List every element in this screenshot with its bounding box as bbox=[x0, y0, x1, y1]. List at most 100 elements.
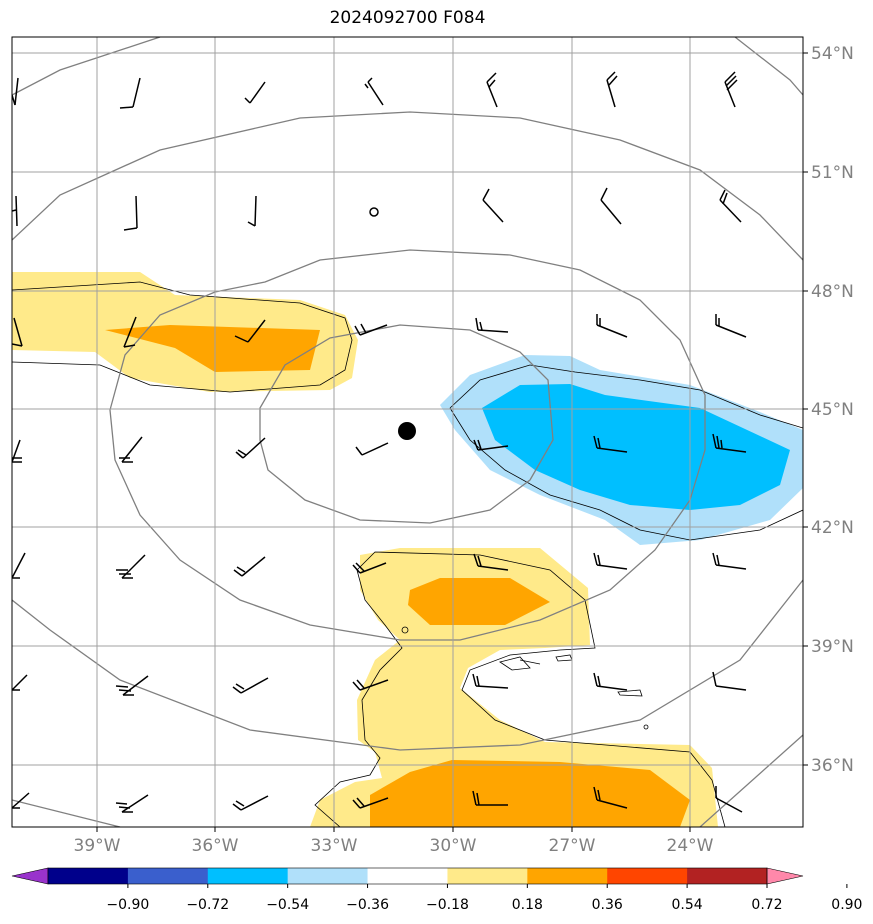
colorbar-tick-label: −0.54 bbox=[266, 897, 309, 913]
colorbar-tick-label: 0.36 bbox=[592, 897, 623, 913]
colorbar-segment bbox=[207, 868, 289, 884]
positive-shade-strong-lower bbox=[370, 760, 690, 827]
colorbar-extend-high bbox=[766, 867, 804, 885]
wind-barb bbox=[600, 187, 622, 225]
lon-label: 27°W bbox=[549, 836, 596, 856]
wind-barb bbox=[12, 439, 22, 463]
wind-barb bbox=[234, 319, 266, 343]
colorbar-segment bbox=[287, 868, 369, 884]
wind-barb bbox=[235, 437, 266, 459]
map-plot-area bbox=[12, 37, 803, 827]
wind-barb bbox=[712, 552, 747, 570]
wind-barb bbox=[232, 677, 269, 694]
lat-label: 36°N bbox=[811, 756, 854, 776]
positive-shade-strong-upper bbox=[105, 325, 320, 372]
wind-barb bbox=[472, 790, 508, 806]
wind-barb bbox=[593, 786, 628, 809]
colorbar-tick-label: −0.18 bbox=[426, 897, 469, 913]
colorbar-tick-labels: −0.90 −0.72 −0.54 −0.36 −0.18 0.18 0.36 0.54 0.7… bbox=[106, 884, 862, 913]
wind-barb bbox=[233, 556, 266, 577]
storm-center-marker bbox=[398, 422, 416, 440]
map-title: 2024092700 F084 bbox=[329, 8, 486, 28]
wind-barb bbox=[712, 671, 747, 691]
wind-barb bbox=[486, 72, 498, 108]
wind-barb bbox=[719, 189, 742, 223]
colorbar-segment bbox=[48, 868, 129, 884]
lon-label: 36°W bbox=[192, 836, 239, 856]
wind-barb bbox=[482, 188, 504, 223]
wind-barb bbox=[715, 786, 743, 813]
wind-barb bbox=[115, 794, 149, 813]
wind-barb bbox=[247, 195, 257, 227]
wind-barb bbox=[715, 314, 747, 338]
wind-barb bbox=[123, 195, 138, 231]
wind-barb bbox=[355, 442, 389, 456]
wind-barb bbox=[724, 71, 738, 108]
map-frame bbox=[11, 36, 804, 828]
wind-barb bbox=[232, 795, 269, 811]
colorbar-tick-label: −0.36 bbox=[346, 897, 389, 913]
lat-label: 48°N bbox=[811, 282, 854, 302]
positive-shade-strong-mid bbox=[408, 578, 550, 625]
wind-barb bbox=[593, 552, 628, 570]
wind-barb bbox=[354, 323, 388, 336]
wind-barb bbox=[712, 433, 747, 453]
colorbar-tick-label: 0.72 bbox=[751, 897, 782, 913]
wind-barbs bbox=[12, 71, 747, 813]
wind-barb bbox=[119, 436, 143, 463]
wind-barb bbox=[593, 435, 628, 453]
wind-barb bbox=[12, 674, 28, 691]
colorbar-segment bbox=[687, 868, 768, 884]
latitude-labels: 54°N 51°N 48°N 45°N 42°N 39°N 36°N bbox=[803, 44, 854, 776]
wind-barb bbox=[12, 792, 30, 809]
lon-label: 33°W bbox=[311, 836, 358, 856]
wind-barb bbox=[12, 317, 23, 347]
colorbar-segments bbox=[48, 868, 768, 884]
longitude-labels: 39°W 36°W 33°W 30°W 27°W 24°W bbox=[74, 827, 714, 856]
lon-label: 24°W bbox=[667, 836, 714, 856]
colorbar-tick-label: 0.54 bbox=[672, 897, 703, 913]
graticule bbox=[12, 37, 803, 827]
colorbar: −0.90 −0.72 −0.54 −0.36 −0.18 0.18 0.36 0.54 0.7… bbox=[11, 867, 862, 913]
lat-label: 54°N bbox=[811, 44, 854, 64]
wind-barb bbox=[352, 562, 387, 574]
wind-barb bbox=[472, 673, 509, 689]
wind-barb bbox=[475, 317, 509, 333]
lon-label: 39°W bbox=[74, 836, 121, 856]
colorbar-segment bbox=[607, 868, 688, 884]
wind-barb bbox=[364, 77, 384, 106]
lat-label: 51°N bbox=[811, 163, 854, 183]
shaded-anomaly-fields bbox=[12, 272, 803, 827]
colorbar-segment bbox=[527, 868, 608, 884]
positive-shade-light-lower bbox=[310, 548, 718, 827]
colorbar-extend-low bbox=[11, 867, 49, 885]
lat-label: 45°N bbox=[811, 400, 854, 420]
wind-barb bbox=[593, 672, 628, 691]
wind-barb bbox=[473, 553, 509, 571]
wind-barb bbox=[596, 314, 628, 338]
colorbar-tick-label: 0.90 bbox=[831, 897, 862, 913]
lat-label: 39°N bbox=[811, 637, 854, 657]
colorbar-segment bbox=[447, 868, 528, 884]
colorbar-tick-label: −0.90 bbox=[106, 897, 149, 913]
lon-label: 30°W bbox=[430, 836, 477, 856]
colorbar-segment bbox=[127, 868, 209, 884]
lat-label: 42°N bbox=[811, 518, 854, 538]
wind-barb bbox=[116, 554, 146, 579]
colorbar-tick-label: −0.72 bbox=[186, 897, 229, 913]
wind-barb bbox=[115, 675, 149, 696]
wind-barb bbox=[119, 77, 141, 109]
wind-barb bbox=[244, 81, 266, 104]
wind-barb bbox=[123, 316, 137, 348]
wind-barb bbox=[12, 552, 26, 579]
calm-wind-circle bbox=[369, 207, 379, 217]
wind-barb bbox=[352, 679, 389, 691]
wind-barb bbox=[606, 71, 618, 108]
colorbar-segment bbox=[367, 868, 448, 884]
wind-barb bbox=[12, 195, 18, 227]
wind-barb bbox=[352, 797, 389, 809]
wind-barb bbox=[473, 439, 509, 451]
colorbar-tick-label: 0.18 bbox=[512, 897, 543, 913]
negative-shade-strong bbox=[482, 384, 790, 510]
